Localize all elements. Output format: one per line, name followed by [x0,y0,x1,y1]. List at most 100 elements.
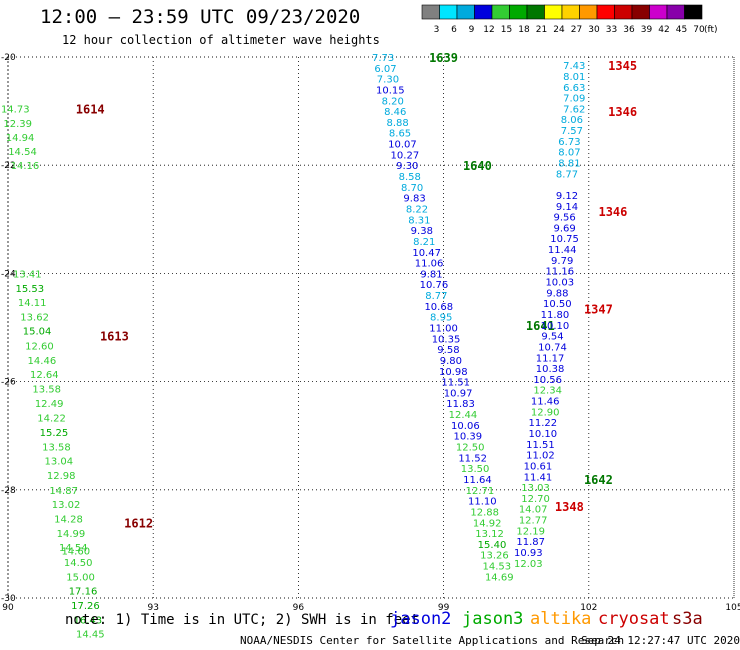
wave-height-point: 13.03 [521,483,550,494]
wave-height-point: 11.16 [545,267,574,278]
wave-height-point: 8.01 [563,72,585,83]
wave-height-point: 9.80 [440,356,462,367]
wave-height-point: 15.40 [478,540,507,551]
wave-height-point: 14.92 [473,518,502,529]
wave-height-point: 11.02 [526,451,555,462]
legend-label-3: 3 [434,25,440,35]
wave-height-point: 14.69 [485,572,514,583]
wave-height-point: 11.51 [526,440,555,451]
wave-height-point: 7.57 [561,126,583,137]
wave-height-point: 10.03 [545,278,574,289]
wave-height-point: 12.70 [521,494,550,505]
wave-height-point: 8.58 [399,172,421,183]
wave-height-point: 14.73 [1,104,30,115]
legend-label-27: 27 [571,25,582,35]
wave-height-point: 14.22 [37,413,66,424]
y-tick-label: -26 [1,378,16,388]
wave-height-point: 11.44 [548,245,577,256]
wave-height-point: 10.76 [420,280,449,291]
wave-height-point: 11.52 [458,453,487,464]
wave-height-point: 14.94 [6,133,35,144]
wave-height-point: 8.77 [556,169,578,180]
wave-height-point: 9.30 [396,161,418,172]
satellite-jason3-label: jason3 [462,609,524,629]
wave-height-point: 9.54 [541,332,563,343]
wave-height-point: 11.10 [468,497,497,508]
wave-height-point: 7.43 [563,61,585,72]
footnote: note: 1) Time is in UTC; 2) SWH is in fe… [65,612,420,628]
wave-height-point: 13.58 [42,443,71,454]
y-tick-label: -24 [1,269,16,279]
wave-height-point: 9.14 [556,202,578,213]
satellite-jason2-label: jason2 [390,609,452,629]
wave-height-point: 12.49 [35,399,64,410]
legend-label-24: 24 [553,25,565,35]
wave-height-point: 10.10 [541,321,570,332]
wave-height-point: 11.64 [463,475,492,486]
y-tick-label: -20 [1,53,16,63]
x-tick-label: 99 [438,603,450,613]
wave-height-point: 10.39 [453,432,482,443]
wave-height-point: 8.81 [558,158,580,169]
wave-height-point: 13.26 [480,551,509,562]
wave-height-point: 7.09 [563,94,585,105]
wave-height-point: 8.65 [389,129,411,140]
wave-height-point: 15.04 [23,327,52,338]
wave-height-point: 14.16 [11,161,40,172]
wave-height-point: 9.83 [403,194,425,205]
legend-label-6: 6 [451,25,457,35]
pass-time-label: 1639 [429,51,458,65]
satellite-altika-label: altika [530,609,592,629]
wave-height-point: 10.10 [528,429,557,440]
pass-time-label: 1612 [124,516,153,530]
wave-height-point: 15.00 [66,572,95,583]
wave-height-point: 14.99 [57,529,86,540]
wave-height-point: 14.53 [483,562,512,573]
wave-height-point: 12.39 [3,119,32,130]
wave-height-point: 8.07 [558,148,580,159]
wave-height-point: 11.00 [429,324,458,335]
pass-time-label: 1613 [100,330,129,344]
pass-time-label: 1346 [608,105,637,119]
wave-height-legend: 3 6 9 12 15 18 21 24 27 30 33 36 39 42 45 70 (ft) [421,4,718,35]
wave-height-point: 10.61 [524,461,553,472]
wave-height-point: 13.41 [13,269,42,280]
wave-height-point: 8.70 [401,183,423,194]
wave-height-point: 15.53 [15,284,44,295]
wave-height-point: 10.50 [543,299,572,310]
y-tick-label: -28 [1,486,16,496]
plot-frame [7,56,735,599]
wave-height-point: 12.98 [47,471,76,482]
wave-height-point: 12.50 [456,443,485,454]
wave-height-point: 10.27 [391,150,420,161]
wave-height-point: 7.73 [372,53,394,64]
wave-height-point: 9.56 [553,213,575,224]
wave-height-point: 7.30 [377,75,399,86]
wave-height-point: 14.28 [54,514,83,525]
legend-label-12: 12 [483,25,494,35]
wave-height-point: 8.95 [430,313,452,324]
wave-height-point: 10.15 [376,85,405,96]
wave-height-point: 10.74 [538,342,567,353]
wave-height-point: 10.93 [514,548,543,559]
pass-time-label: 1642 [584,473,613,487]
wave-height-point: 10.97 [444,388,473,399]
legend-label-15: 15 [501,25,512,35]
wave-height-point: 8.46 [384,107,406,118]
wave-height-point: 9.12 [556,191,578,202]
wave-height-point: 6.63 [563,83,585,94]
wave-height-point: 13.62 [20,313,49,324]
x-tick-label: 102 [580,603,597,613]
wave-height-point: 9.88 [546,288,568,299]
legend-label-30: 30 [588,25,600,35]
credit-line: NOAA/NESDIS Center for Satellite Applica… [240,634,625,647]
wave-height-point: 11.46 [531,397,560,408]
wave-height-point: 6.07 [374,64,396,75]
wave-height-point: 11.87 [516,537,545,548]
wave-height-point: 14.50 [64,558,93,569]
legend-unit: (ft) [704,25,718,35]
pass-time-label: 1346 [598,205,627,219]
wave-height-point: 11.80 [541,310,570,321]
legend-label-36: 36 [623,25,635,35]
wave-height-point: 12.71 [466,486,495,497]
